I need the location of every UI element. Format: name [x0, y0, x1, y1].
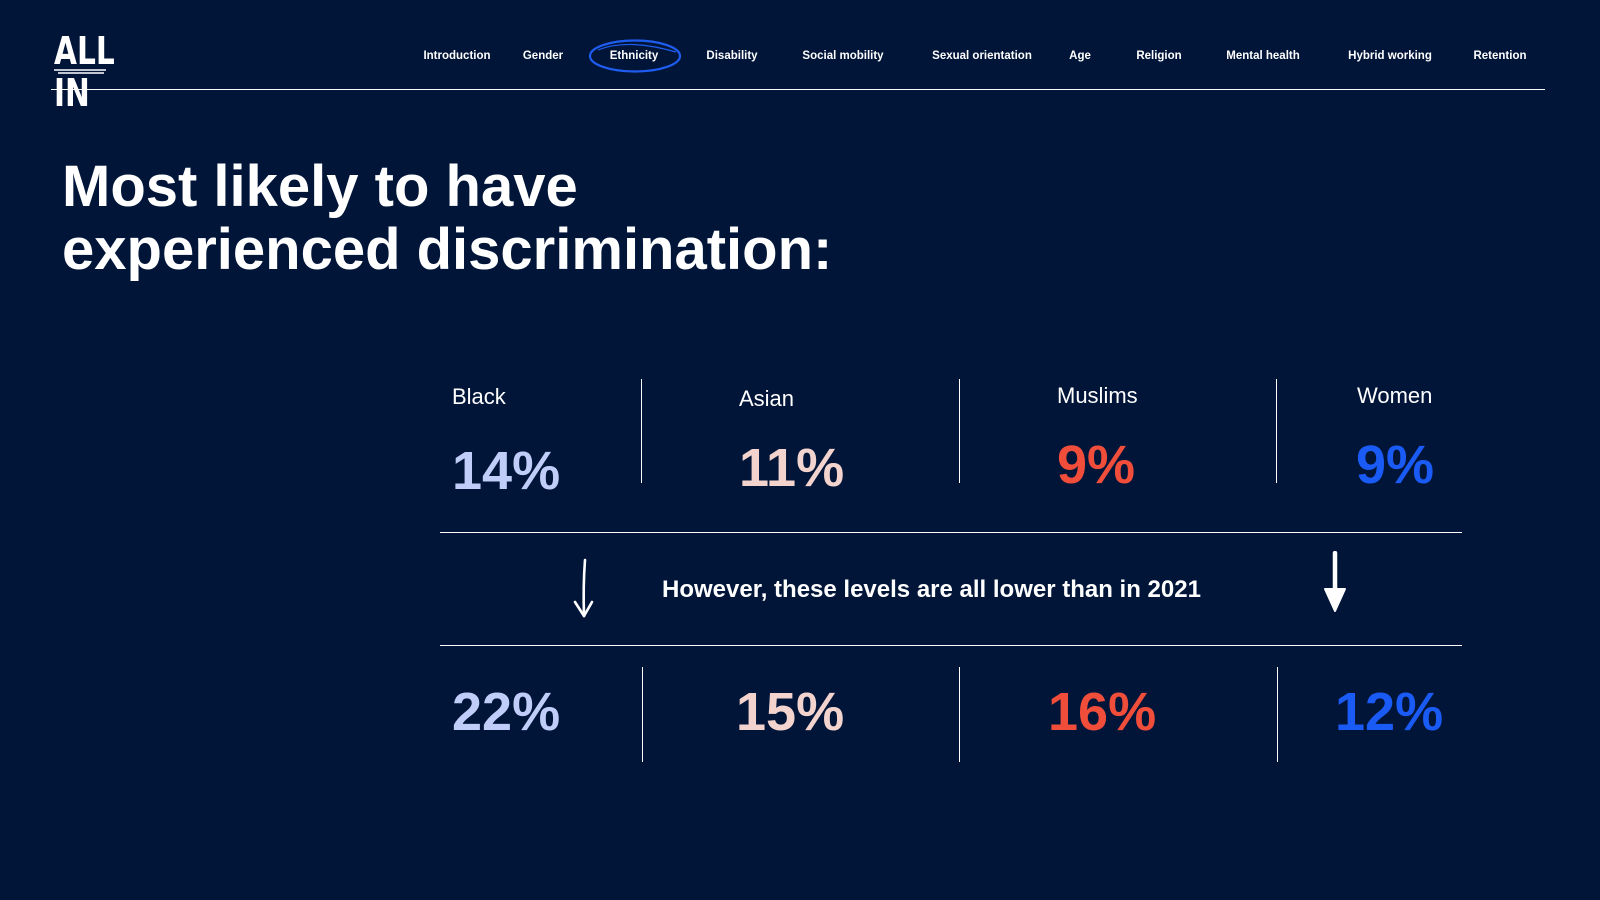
- nav-item-age[interactable]: Age: [1069, 50, 1091, 62]
- nav-item-retention[interactable]: Retention: [1473, 50, 1527, 62]
- previous-value-muslims: 16%: [1048, 682, 1157, 742]
- current-value-asian: 11%: [739, 438, 845, 498]
- group-label-women: Women: [1357, 383, 1433, 408]
- header-divider: [51, 89, 1545, 90]
- column-divider: [1276, 379, 1277, 483]
- logo-text: ALL IN: [54, 29, 115, 115]
- group-label-muslims: Muslims: [1057, 383, 1138, 408]
- column-divider: [641, 379, 642, 483]
- all-in-logo[interactable]: ALL IN: [54, 30, 154, 114]
- column-divider: [959, 667, 960, 762]
- arrow-down-icon: [573, 558, 594, 618]
- page-title: Most likely to have experienced discrimi…: [62, 155, 962, 281]
- column-divider: [959, 379, 960, 483]
- logo-underline-icon: [54, 69, 106, 74]
- title-line-1: Most likely to have: [62, 154, 578, 219]
- nav-item-gender[interactable]: Gender: [522, 50, 564, 62]
- section-divider-top: [440, 532, 1462, 533]
- section-divider-bottom: [440, 645, 1462, 646]
- arrow-down-icon: [1324, 551, 1346, 612]
- nav-item-mental-health[interactable]: Mental health: [1226, 50, 1300, 62]
- comparison-note: However, these levels are all lower than…: [662, 576, 1201, 603]
- nav-item-ethnicity[interactable]: Ethnicity: [609, 50, 659, 62]
- active-nav-circle-icon: [588, 39, 682, 73]
- group-label-black: Black: [452, 384, 506, 409]
- nav-item-disability[interactable]: Disability: [706, 50, 758, 62]
- previous-value-black: 22%: [452, 682, 561, 742]
- top-navigation: Introduction Gender Ethnicity Disability…: [0, 44, 1600, 68]
- previous-value-women: 12%: [1335, 682, 1444, 742]
- current-value-muslims: 9%: [1057, 435, 1136, 495]
- column-divider: [642, 667, 643, 762]
- nav-item-social-mobility[interactable]: Social mobility: [802, 50, 884, 62]
- title-line-2: experienced discrimination:: [62, 217, 833, 282]
- previous-value-asian: 15%: [736, 682, 845, 742]
- current-value-black: 14%: [452, 441, 561, 501]
- nav-item-introduction[interactable]: Introduction: [423, 50, 491, 62]
- nav-item-hybrid-working[interactable]: Hybrid working: [1348, 50, 1432, 62]
- column-divider: [1277, 667, 1278, 762]
- group-label-asian: Asian: [739, 386, 795, 411]
- nav-item-religion[interactable]: Religion: [1136, 50, 1182, 62]
- current-value-women: 9%: [1356, 435, 1435, 495]
- nav-item-sexual-orientation[interactable]: Sexual orientation: [932, 50, 1032, 62]
